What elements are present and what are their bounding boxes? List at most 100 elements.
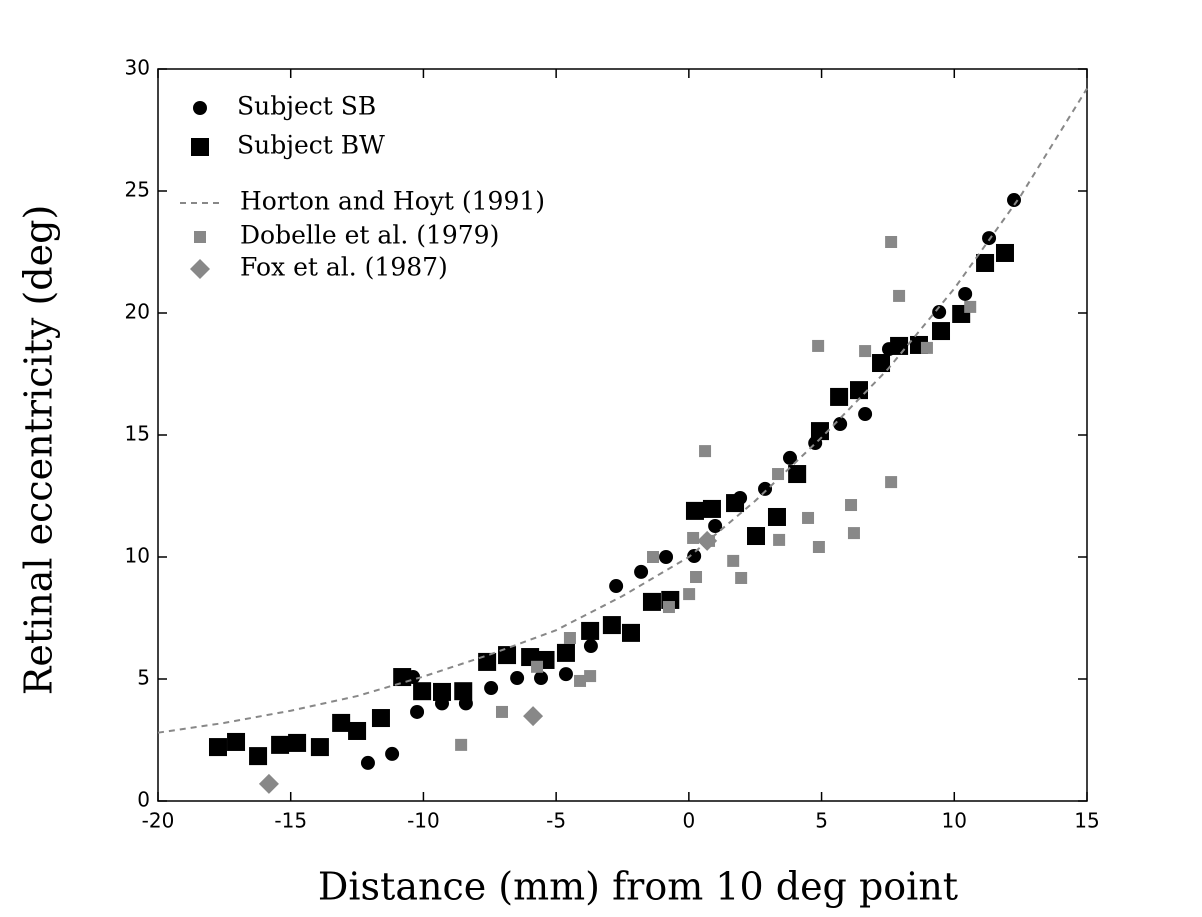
- point: [581, 621, 600, 640]
- y-tick-label: 15: [125, 422, 150, 446]
- point: [982, 231, 997, 246]
- point: [845, 499, 858, 512]
- point: [958, 286, 973, 301]
- point: [830, 387, 849, 406]
- point: [455, 738, 468, 751]
- y-tick-label: 25: [125, 178, 150, 202]
- point: [523, 706, 544, 727]
- point: [348, 721, 367, 740]
- point: [697, 530, 718, 551]
- point: [690, 571, 703, 584]
- point: [702, 499, 721, 518]
- point: [495, 705, 508, 718]
- x-tick-label: -20: [142, 809, 175, 833]
- legend-swatch: [194, 231, 206, 243]
- point: [621, 623, 640, 642]
- legend-label: Subject BW: [237, 131, 385, 160]
- point: [249, 747, 268, 766]
- x-tick-label: 15: [1074, 809, 1099, 833]
- point: [885, 235, 898, 248]
- point: [227, 732, 246, 751]
- x-tick-label: -10: [407, 809, 440, 833]
- legend-label: Subject SB: [237, 92, 376, 121]
- point: [534, 671, 549, 686]
- point: [708, 519, 723, 534]
- point: [859, 345, 872, 358]
- point: [687, 531, 700, 544]
- point: [685, 501, 704, 520]
- y-tick-label: 20: [125, 300, 150, 324]
- point: [767, 507, 786, 526]
- y-tick-label: 5: [137, 666, 150, 690]
- y-axis-label: Retinal eccentricity (deg): [17, 205, 61, 696]
- point: [810, 422, 829, 441]
- plot-frame: [157, 68, 1088, 802]
- point: [647, 551, 660, 563]
- point: [920, 341, 933, 354]
- point: [478, 652, 497, 671]
- point: [371, 709, 390, 728]
- point: [849, 381, 868, 400]
- x-tick-label: 5: [815, 809, 828, 833]
- point: [332, 713, 351, 732]
- point: [858, 407, 873, 422]
- x-tick-label: -5: [546, 809, 566, 833]
- y-tick-label: 10: [125, 544, 150, 568]
- point: [726, 494, 745, 513]
- point: [609, 579, 624, 594]
- point: [310, 738, 329, 757]
- point: [735, 571, 748, 584]
- point: [788, 465, 807, 484]
- point: [890, 336, 909, 355]
- point: [885, 476, 898, 489]
- point: [687, 549, 702, 564]
- legend-swatch: [190, 259, 210, 279]
- point: [393, 668, 412, 687]
- point: [758, 481, 773, 496]
- point: [995, 243, 1014, 262]
- point: [932, 305, 947, 320]
- point: [833, 417, 848, 432]
- point: [288, 733, 307, 752]
- legend-label: Fox et al. (1987): [240, 253, 448, 282]
- x-tick-label: 0: [682, 809, 695, 833]
- point: [413, 682, 432, 701]
- x-axis-label: Distance (mm) from 10 deg point: [318, 865, 958, 909]
- legend-label: Dobelle et al. (1979): [240, 221, 499, 250]
- point: [584, 670, 597, 683]
- point: [558, 667, 573, 682]
- legend-label: Horton and Hoyt (1991): [240, 187, 545, 216]
- legend-swatch: [193, 101, 207, 115]
- point: [893, 289, 906, 302]
- point: [583, 639, 598, 654]
- point: [531, 660, 544, 673]
- point: [772, 468, 785, 481]
- point: [932, 322, 951, 341]
- point: [556, 643, 575, 662]
- point: [498, 646, 517, 665]
- point: [208, 738, 227, 757]
- y-tick-label: 0: [137, 788, 150, 812]
- point: [454, 682, 473, 701]
- point: [271, 735, 290, 754]
- point: [747, 527, 766, 546]
- point: [510, 671, 525, 686]
- point: [773, 533, 786, 546]
- y-tick-label: 30: [125, 56, 150, 80]
- point: [563, 632, 576, 645]
- point: [727, 554, 740, 567]
- point: [662, 601, 675, 614]
- point: [812, 339, 825, 352]
- point: [410, 704, 425, 719]
- point: [642, 592, 661, 611]
- point: [385, 746, 400, 761]
- point: [976, 253, 995, 272]
- point: [812, 540, 825, 553]
- point: [484, 681, 499, 696]
- point: [258, 773, 279, 794]
- point: [634, 564, 649, 579]
- x-tick-label: -15: [274, 809, 307, 833]
- point: [964, 300, 977, 313]
- point: [360, 755, 375, 770]
